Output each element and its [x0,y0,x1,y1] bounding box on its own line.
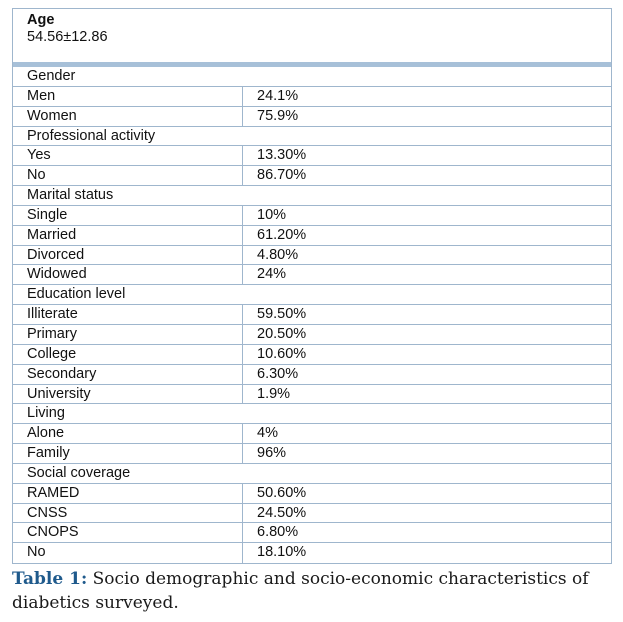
row-value: 10% [257,206,287,223]
row-label: Alone [27,425,65,442]
table-row: Married 61.20% [13,225,611,246]
row-value: 4.80% [257,246,299,263]
row-value: 59.50% [257,306,307,323]
table-row: No 86.70% [13,166,611,187]
row-label: Women [27,107,77,124]
row-label: CNSS [27,504,68,521]
table-row: Yes 13.30% [13,146,611,167]
row-value: 50.60% [257,484,307,501]
table-row: Alone 4% [13,424,611,445]
section-label: Education level [27,286,126,303]
table-row: Primary 20.50% [13,324,611,345]
row-label: Family [27,445,70,462]
row-label: RAMED [27,484,80,501]
row-label: Secondary [27,365,97,382]
table-row: Secondary 6.30% [13,364,611,385]
row-label: Single [27,206,68,223]
row-value: 6.30% [257,365,299,382]
row-label: No [27,544,46,561]
table-row: Women 75.9% [13,106,611,127]
section-label: Living [27,405,65,422]
row-label: University [27,385,91,402]
row-label: Yes [27,147,51,164]
table-row: Family 96% [13,444,611,464]
row-value: 24% [257,266,287,283]
table-caption: Table 1: Socio demographic and socio-eco… [12,567,617,615]
row-label: Married [27,226,77,243]
row-value: 20.50% [257,325,307,342]
section-header-row: Professional activity [13,127,611,147]
section-label: Gender [27,68,76,84]
table-row: Men 24.1% [13,86,611,107]
table-row: CNSS 24.50% [13,503,611,524]
table-row: Widowed 24% [13,265,611,286]
section-header-row: Education level [13,285,611,306]
row-label: No [27,167,46,184]
row-value: 86.70% [257,167,307,184]
age-value: 54.56±12.86 [27,29,108,45]
row-value: 6.80% [257,524,299,541]
section-label: Professional activity [27,127,156,144]
header-rule [13,62,611,67]
section-header-row: Marital status [13,186,611,206]
age-cell: Age 54.56±12.86 [13,9,611,63]
section-label: Social coverage [27,464,131,481]
row-value: 10.60% [257,345,307,362]
row-label: College [27,345,77,362]
age-label: Age [27,12,55,28]
table-row: CNOPS 6.80% [13,523,611,544]
row-value: 18.10% [257,544,307,561]
row-value: 4% [257,425,278,442]
row-value: 1.9% [257,385,291,402]
table-row: Illiterate 59.50% [13,305,611,325]
table-row: Single 10% [13,205,611,226]
row-value: 61.20% [257,226,307,243]
row-label: Divorced [27,246,85,263]
caption-label: Table 1: [12,569,88,589]
caption-text: Socio demographic and socio-economic cha… [12,569,589,613]
row-label: Illiterate [27,306,78,323]
row-value: 13.30% [257,147,307,164]
section-header-row: Living [13,404,611,425]
table-body: Gender Men 24.1% Women 75.9% Professional act… [13,67,611,563]
row-label: Widowed [27,266,87,283]
section-header-row: Social coverage [13,464,611,484]
row-value: 24.50% [257,504,307,521]
table-row: College 10.60% [13,344,611,365]
table-row: Divorced 4.80% [13,245,611,266]
row-value: 96% [257,445,287,462]
section-header-row: Gender [13,67,611,87]
row-label: CNOPS [27,524,79,541]
table-row: RAMED 50.60% [13,483,611,504]
row-value: 75.9% [257,107,299,124]
table-row: University 1.9% [13,384,611,405]
row-label: Primary [27,325,77,342]
row-value: 24.1% [257,87,299,104]
table-row: No 18.10% [13,543,611,563]
row-label: Men [27,87,56,104]
characteristics-table: Age 54.56±12.86 Gender Men 24.1% Women 75.9%… [12,8,612,564]
section-label: Marital status [27,187,114,204]
